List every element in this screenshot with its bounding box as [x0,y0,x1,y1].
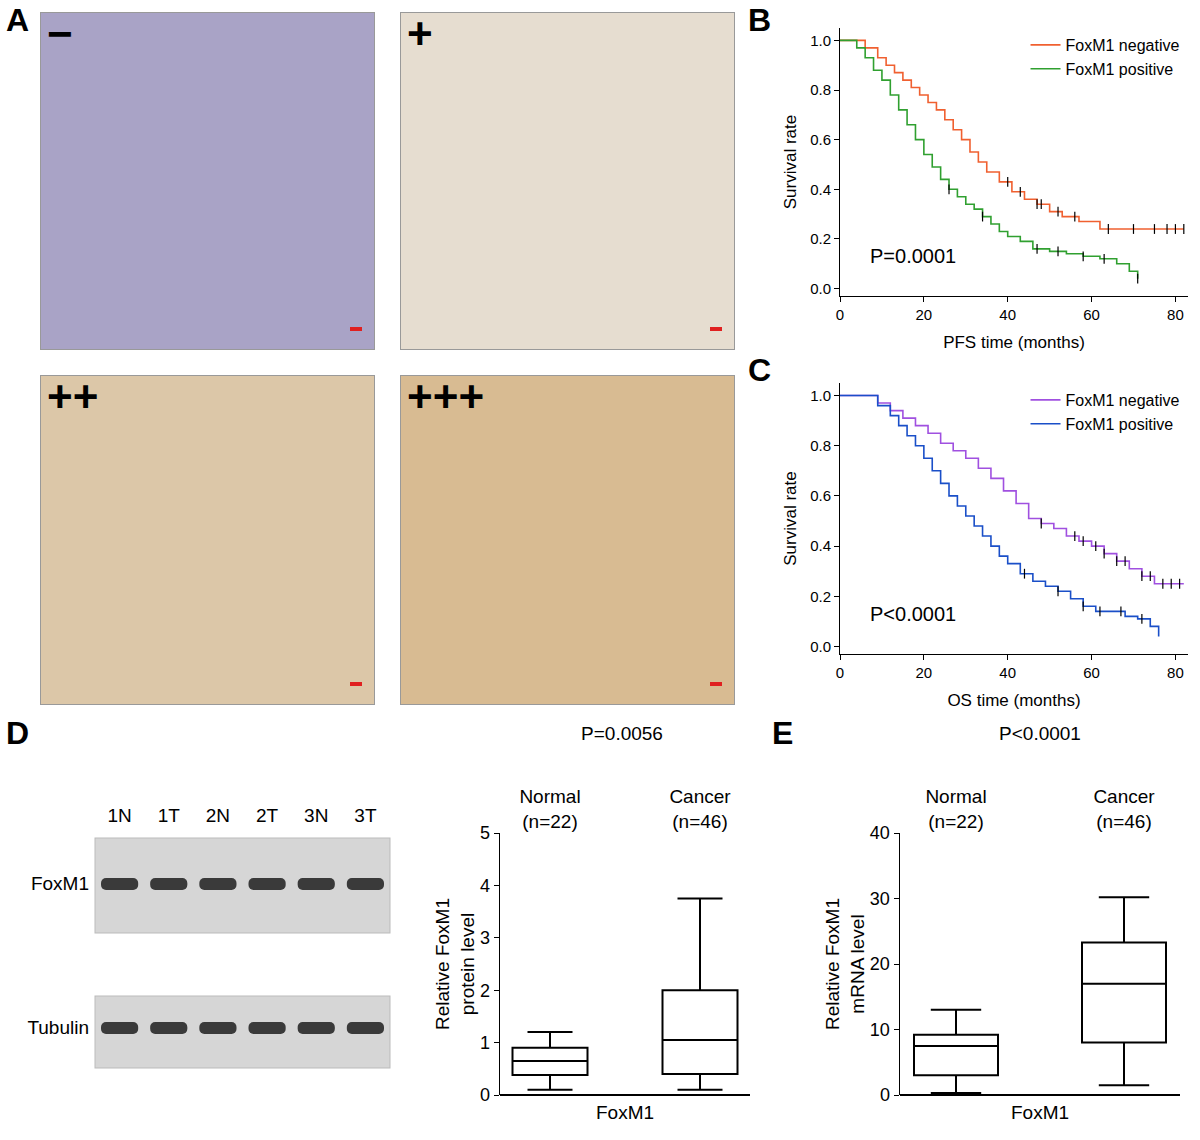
svg-text:20: 20 [916,306,933,323]
svg-text:2: 2 [480,981,490,1001]
svg-text:Relative FoxM1protein level: Relative FoxM1protein level [432,898,478,1030]
svg-text:60: 60 [1083,306,1100,323]
svg-text:Tubulin: Tubulin [27,1017,89,1038]
svg-text:0.0: 0.0 [810,280,831,297]
svg-text:0.4: 0.4 [810,537,831,554]
svg-text:2T: 2T [256,805,279,826]
svg-text:FoxM1: FoxM1 [596,1102,654,1123]
svg-text:P=0.0056: P=0.0056 [581,723,663,744]
svg-text:20: 20 [916,664,933,681]
svg-text:20: 20 [870,954,890,974]
svg-text:0.2: 0.2 [810,230,831,247]
svg-text:3: 3 [480,928,490,948]
svg-text:Survival rate: Survival rate [781,115,800,209]
svg-text:10: 10 [870,1020,890,1040]
svg-text:40: 40 [999,664,1016,681]
svg-text:Normal(n=22): Normal(n=22) [519,787,580,833]
svg-text:80: 80 [1167,664,1184,681]
svg-text:0.6: 0.6 [810,131,831,148]
svg-text:0: 0 [836,664,844,681]
svg-text:3T: 3T [354,805,377,826]
svg-text:PFS time (months): PFS time (months) [943,333,1085,352]
svg-text:1: 1 [480,1033,490,1053]
svg-text:40: 40 [870,823,890,843]
svg-text:P<0.0001: P<0.0001 [870,603,956,625]
svg-text:P=0.0001: P=0.0001 [870,245,956,267]
svg-text:FoxM1: FoxM1 [31,873,89,894]
svg-text:FoxM1 negative: FoxM1 negative [1066,392,1180,409]
svg-text:Normal(n=22): Normal(n=22) [925,787,986,833]
svg-text:Cancer(n=46): Cancer(n=46) [1093,787,1155,833]
svg-text:3N: 3N [304,805,328,826]
svg-text:40: 40 [999,306,1016,323]
html-text:B: B [748,2,772,38]
html-text:D: D [6,715,30,751]
svg-text:1.0: 1.0 [810,387,831,404]
svg-text:Relative FoxM1mRNA level: Relative FoxM1mRNA level [822,898,868,1030]
html-text:C: C [748,352,772,388]
svg-text:Cancer(n=46): Cancer(n=46) [669,787,731,833]
svg-text:Survival rate: Survival rate [781,471,800,565]
svg-text:60: 60 [1083,664,1100,681]
svg-text:5: 5 [480,823,490,843]
html-text:A: A [6,2,30,38]
svg-text:FoxM1 positive: FoxM1 positive [1066,416,1174,433]
svg-text:0.8: 0.8 [810,81,831,98]
svg-text:0.2: 0.2 [810,588,831,605]
svg-text:0.6: 0.6 [810,487,831,504]
svg-text:1.0: 1.0 [810,32,831,49]
svg-text:30: 30 [870,889,890,909]
svg-text:2N: 2N [206,805,230,826]
svg-text:FoxM1 negative: FoxM1 negative [1066,37,1180,54]
svg-text:1N: 1N [107,805,131,826]
svg-text:0: 0 [480,1085,490,1105]
svg-text:0: 0 [836,306,844,323]
svg-text:80: 80 [1167,306,1184,323]
svg-text:0.8: 0.8 [810,437,831,454]
svg-text:P<0.0001: P<0.0001 [999,723,1081,744]
svg-text:1T: 1T [158,805,181,826]
svg-text:4: 4 [480,876,490,896]
svg-text:0.0: 0.0 [810,638,831,655]
svg-text:FoxM1 positive: FoxM1 positive [1066,61,1174,78]
svg-text:FoxM1: FoxM1 [1011,1102,1069,1123]
svg-text:0.4: 0.4 [810,181,831,198]
html-text:E: E [772,715,794,751]
svg-text:0: 0 [880,1085,890,1105]
svg-text:OS time (months): OS time (months) [947,691,1080,710]
